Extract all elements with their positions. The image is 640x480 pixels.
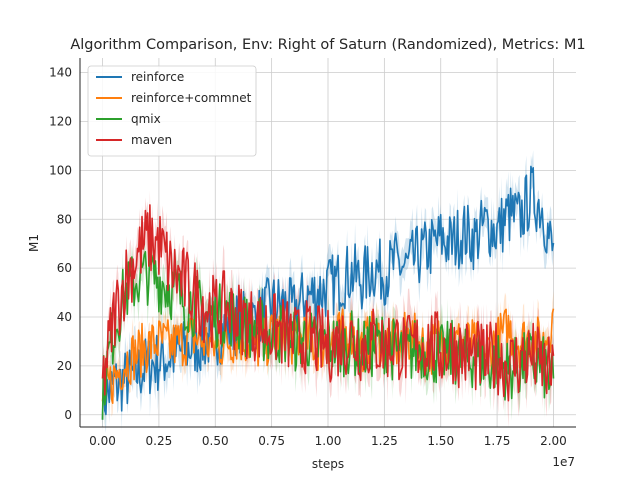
legend-entry-2: qmix	[131, 112, 161, 126]
x-tick-label-2: 0.50	[202, 434, 229, 448]
x-axis-label: steps	[312, 457, 344, 471]
x-tick-label-0: 0.00	[89, 434, 116, 448]
tick-labels: 0.00 0.25 0.50 0.75 1.00 1.25 1.50 1.75 2.00 0 20 4…	[49, 66, 567, 448]
y-tick-label-4: 80	[57, 212, 72, 226]
legend-entry-3: maven	[131, 133, 172, 147]
axes-spines	[79, 58, 576, 428]
x-tick-label-4: 1.00	[315, 434, 342, 448]
x-tick-label-8: 2.00	[540, 434, 567, 448]
series-line-maven	[101, 204, 555, 402]
series-lines	[101, 165, 555, 420]
x-tick-label-6: 1.50	[427, 434, 454, 448]
x-offset-label: 1e7	[552, 455, 575, 469]
legend-box	[87, 65, 257, 157]
y-tick-label-6: 120	[49, 115, 72, 129]
x-tick-label-7: 1.75	[484, 434, 511, 448]
legend: reinforce reinforce+commnet qmix maven	[87, 65, 257, 157]
chart-title: Algorithm Comparison, Env: Right of Satu…	[70, 37, 585, 53]
x-tick-label-1: 0.25	[146, 434, 173, 448]
legend-entry-1: reinforce+commnet	[131, 91, 252, 105]
y-axis-label: M1	[27, 234, 41, 252]
y-tick-label-1: 20	[57, 359, 72, 373]
x-tick-label-5: 1.25	[371, 434, 398, 448]
y-tick-label-2: 40	[57, 310, 72, 324]
y-tick-label-5: 100	[49, 163, 72, 177]
x-tick-label-3: 0.75	[258, 434, 285, 448]
legend-entry-0: reinforce	[131, 70, 184, 84]
y-tick-label-3: 60	[57, 261, 72, 275]
y-tick-label-7: 140	[49, 66, 72, 80]
y-tick-label-0: 0	[64, 408, 72, 422]
series-line-reinforce	[101, 165, 555, 420]
